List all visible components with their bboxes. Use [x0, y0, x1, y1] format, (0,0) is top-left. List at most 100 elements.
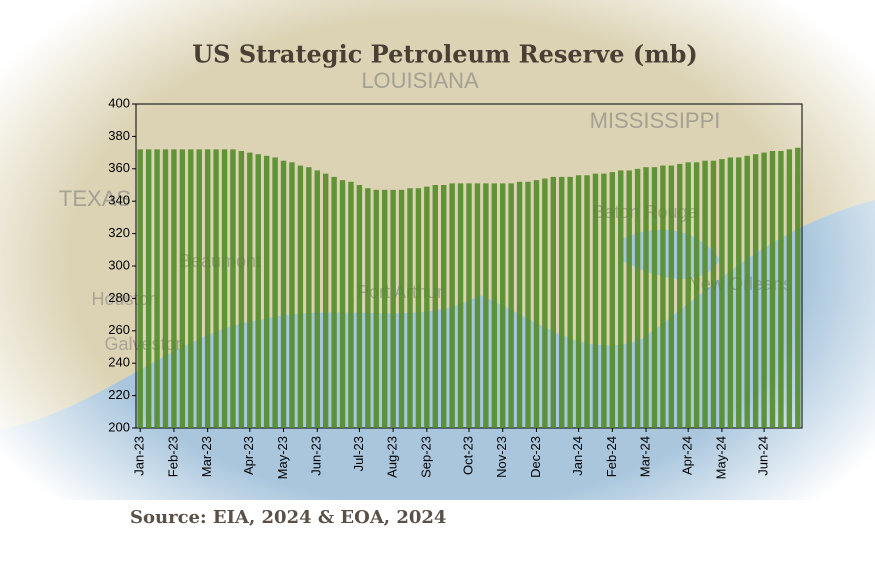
bar — [297, 165, 304, 428]
x-tick-label: Mar-24 — [637, 436, 652, 477]
bar — [365, 188, 371, 428]
bar — [398, 189, 405, 428]
bar — [188, 149, 194, 429]
x-tick-label: Apr-23 — [241, 436, 256, 475]
bar — [744, 155, 750, 428]
bar — [508, 183, 514, 428]
bar — [752, 154, 759, 428]
x-tick-label: Feb-24 — [604, 436, 619, 477]
bar — [533, 180, 540, 428]
y-tick-label: 200 — [108, 419, 130, 434]
bar — [786, 149, 793, 429]
bar — [390, 189, 396, 428]
y-tick-label: 380 — [108, 128, 130, 143]
bar — [618, 170, 624, 429]
bar — [761, 152, 767, 428]
bar — [601, 173, 607, 428]
bar — [542, 178, 548, 428]
bar — [592, 173, 599, 428]
bar — [154, 149, 160, 429]
bar — [550, 176, 557, 428]
bar — [500, 183, 506, 428]
bar — [137, 149, 143, 429]
bar — [719, 159, 725, 428]
x-tick-label: Nov-23 — [494, 436, 509, 478]
bar — [449, 183, 455, 428]
bar — [171, 149, 177, 429]
x-tick-label: Jul-23 — [351, 436, 366, 471]
y-tick-label: 340 — [108, 193, 130, 208]
bar — [407, 188, 413, 428]
bar — [516, 181, 523, 428]
x-tick-label: Aug-23 — [385, 436, 400, 478]
bar — [584, 175, 590, 428]
x-tick-label: Jun-24 — [756, 436, 771, 476]
bar — [466, 183, 472, 428]
x-tick-label: May-24 — [713, 436, 728, 479]
x-tick-label: Dec-23 — [528, 436, 543, 478]
y-tick-label: 360 — [108, 160, 130, 175]
bar — [693, 162, 700, 428]
x-tick-label: Apr-24 — [680, 436, 695, 475]
bar — [432, 185, 438, 428]
bar — [609, 172, 616, 428]
y-tick-label: 240 — [108, 355, 130, 370]
bar — [145, 149, 152, 429]
bar — [559, 176, 565, 428]
bar — [263, 155, 270, 428]
bar — [162, 149, 169, 429]
y-tick-label: 220 — [108, 387, 130, 402]
bar — [255, 154, 261, 428]
bar — [660, 165, 666, 428]
bar — [525, 181, 531, 428]
source: Source: EIA, 2024 & EOA, 2024 — [130, 507, 446, 528]
bar — [204, 149, 211, 429]
bar — [373, 189, 379, 428]
bar — [457, 183, 464, 428]
bar — [483, 183, 489, 428]
bar — [221, 149, 228, 429]
bar — [247, 152, 253, 428]
y-tick-label: 400 — [108, 95, 130, 110]
map-label: MISSISSIPPI — [590, 108, 721, 133]
bar — [567, 176, 573, 428]
bar — [643, 167, 649, 428]
bar — [289, 162, 295, 428]
bar — [196, 149, 202, 429]
bar — [424, 186, 430, 428]
bar — [314, 170, 320, 429]
x-tick-label: May-23 — [275, 436, 290, 479]
bar — [474, 183, 481, 428]
bar — [668, 165, 675, 428]
x-tick-label: Oct-23 — [460, 436, 475, 475]
bar — [634, 168, 641, 429]
bar — [280, 160, 287, 428]
bar — [415, 188, 422, 428]
bar — [331, 176, 337, 428]
x-tick-label: Jun-23 — [309, 436, 324, 476]
bar — [339, 180, 346, 428]
y-tick-label: 300 — [108, 257, 130, 272]
x-tick-label: Jan-23 — [132, 436, 147, 476]
map-label: LOUISIANA — [361, 68, 479, 93]
bar — [441, 185, 447, 428]
bar — [322, 173, 329, 428]
map-label: TEXAS — [59, 186, 131, 211]
y-tick-label: 260 — [108, 322, 130, 337]
bar — [230, 149, 236, 429]
chart-title: US Strategic Petroleum Reserve (mb) — [192, 40, 698, 69]
y-tick-label: 320 — [108, 225, 130, 240]
bar — [769, 150, 776, 429]
bar — [179, 149, 186, 429]
bar — [710, 160, 717, 428]
bar — [727, 157, 734, 428]
bar — [213, 149, 219, 429]
bar — [778, 150, 784, 429]
x-tick-label: Mar-23 — [199, 436, 214, 477]
bar — [306, 167, 312, 428]
bar — [685, 162, 691, 428]
x-tick-label: Sep-23 — [418, 436, 433, 478]
bar — [795, 147, 801, 429]
x-tick-label: Jan-24 — [570, 436, 585, 476]
